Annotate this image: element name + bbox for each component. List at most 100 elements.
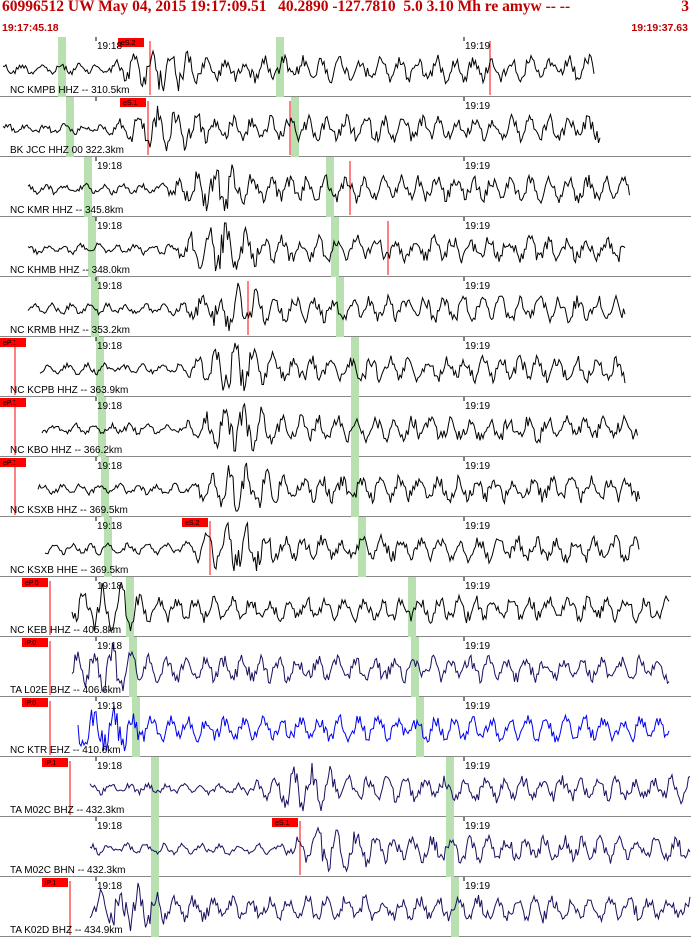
header: 60996512 UW May 04, 2015 19:17:09.51 40.…	[0, 0, 691, 37]
waveform	[71, 581, 670, 633]
station-label: BK JCC HHZ 00 322.3km	[10, 145, 124, 156]
station-label: TA L02E BHZ -- 406.6km	[10, 685, 121, 696]
pick-box	[22, 698, 48, 707]
time-tick-label: 19:19	[465, 281, 490, 292]
pick-box	[182, 518, 208, 527]
time-tick-label: 19:18	[97, 341, 122, 352]
window-end-time: 19:19:37.63	[631, 22, 688, 34]
time-tick-label: 19:18	[97, 821, 122, 832]
time-tick-label: 19:18	[97, 761, 122, 772]
phase-marker-band	[96, 337, 104, 397]
station-label: TA M02C BHN -- 432.3km	[10, 865, 125, 876]
station-label: NC KMR HHZ -- 345.8km	[10, 205, 123, 216]
time-tick-label: 19:19	[465, 101, 490, 112]
pick-box	[0, 458, 26, 467]
time-tick-label: 19:19	[465, 521, 490, 532]
station-label: NC KBO HHZ -- 366.2km	[10, 445, 122, 456]
waveform	[27, 282, 626, 332]
waveform	[41, 403, 638, 452]
phase-marker-band	[408, 577, 416, 637]
event-title-suffix: 3	[681, 0, 689, 15]
waveform	[2, 105, 601, 152]
phase-marker-band	[358, 517, 366, 577]
time-tick-label: 19:18	[97, 641, 122, 652]
time-tick-label: 19:19	[465, 41, 490, 52]
phase-marker-band	[351, 397, 359, 457]
time-tick-label: 19:19	[465, 341, 490, 352]
time-tick-label: 19:19	[465, 761, 490, 772]
time-tick-label: 19:18	[97, 581, 122, 592]
phase-marker-band	[326, 157, 334, 217]
waveform	[44, 521, 640, 572]
pick-label: eP.1	[3, 340, 17, 347]
waveform	[89, 762, 691, 812]
event-title: 60996512 UW May 04, 2015 19:17:09.51 40.…	[2, 0, 571, 15]
phase-marker-band	[58, 37, 66, 97]
waveform	[27, 222, 626, 272]
station-label: NC KRMB HHZ -- 353.2km	[10, 325, 130, 336]
pick-label: eS.1	[123, 100, 138, 107]
pick-box	[42, 878, 68, 887]
phase-marker-band	[351, 457, 359, 517]
pick-box	[118, 38, 144, 47]
window-start-time: 19:17:45.18	[2, 22, 59, 34]
pick-box	[22, 578, 48, 587]
waveform	[89, 826, 691, 873]
station-label: NC KCPB HHZ -- 363.9km	[10, 385, 128, 396]
waveform	[71, 642, 670, 692]
time-tick-label: 19:18	[97, 221, 122, 232]
station-label: TA K02D BHZ -- 434.9km	[10, 925, 123, 936]
pick-box	[0, 338, 26, 347]
pick-box	[120, 98, 146, 107]
pick-label: iP.1	[45, 760, 56, 767]
pick-box	[22, 638, 48, 647]
pick-label: eP.1	[3, 460, 17, 467]
pick-label: iP.0	[25, 700, 36, 707]
pick-label: eS.2	[185, 520, 200, 527]
phase-marker-band	[411, 637, 419, 697]
pick-box	[0, 398, 26, 407]
phase-marker-band	[446, 817, 454, 877]
phase-marker-band	[129, 637, 137, 697]
station-label: NC KMPB HHZ -- 310.5km	[10, 85, 129, 96]
pick-box	[272, 818, 298, 827]
pick-label: iP.1	[45, 880, 56, 887]
station-label: TA M02C BHZ -- 432.3km	[10, 805, 124, 816]
time-tick-label: 19:18	[97, 461, 122, 472]
phase-marker-band	[336, 277, 344, 337]
waveform	[27, 164, 630, 212]
phase-marker-band	[104, 517, 112, 577]
phase-marker-band	[91, 277, 99, 337]
time-tick-label: 19:19	[465, 881, 490, 892]
station-label: NC KHMB HHZ -- 348.0km	[10, 265, 130, 276]
pick-label: eS.1	[275, 820, 290, 827]
phase-marker-band	[126, 577, 134, 637]
station-label: NC KSXB HHE -- 369.5km	[10, 565, 128, 576]
time-tick-label: 19:18	[97, 161, 122, 172]
time-tick-label: 19:18	[97, 41, 122, 52]
phase-marker-band	[151, 817, 159, 877]
phase-marker-band	[351, 337, 359, 397]
time-tick-label: 19:19	[465, 641, 490, 652]
phase-marker-band	[151, 877, 159, 937]
phase-marker-band	[101, 457, 109, 517]
phase-marker-band	[132, 697, 140, 757]
phase-marker-band	[98, 397, 106, 457]
time-tick-label: 19:18	[97, 521, 122, 532]
station-label: NC KSXB HHZ -- 369.5km	[10, 505, 128, 516]
pick-label: eP.1	[3, 400, 17, 407]
waveform	[77, 705, 670, 752]
time-tick-label: 19:19	[465, 701, 490, 712]
time-tick-label: 19:19	[465, 161, 490, 172]
waveform	[89, 882, 691, 932]
phase-marker-band	[151, 757, 159, 817]
pick-label: eS.2	[121, 40, 136, 47]
pick-box	[42, 758, 68, 767]
station-label: NC KTR EHZ -- 410.6km	[10, 745, 121, 756]
time-tick-label: 19:18	[97, 701, 122, 712]
phase-marker-band	[66, 97, 74, 157]
phase-marker-band	[416, 697, 424, 757]
time-tick-label: 19:18	[97, 281, 122, 292]
time-tick-label: 19:19	[465, 821, 490, 832]
